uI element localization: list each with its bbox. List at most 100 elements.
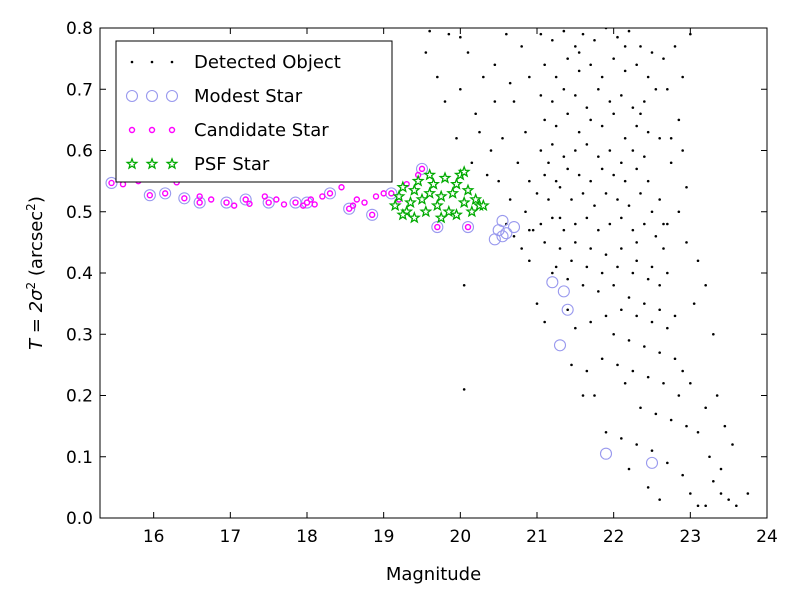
detected-object-point [474,112,477,116]
detected-object-point [581,32,585,36]
y-tick-label: 0.4 [66,264,93,284]
x-tick-label: 21 [526,527,548,547]
detected-object-point [727,498,730,501]
detected-object-point [585,143,589,146]
psf-star-point [449,177,464,190]
detected-object-point [685,185,688,189]
candidate-star-point [464,223,472,231]
detected-object-point [623,136,627,140]
series-detected-object [424,28,750,508]
modest-star-point [385,187,398,200]
candidate-star-point [242,196,249,203]
detected-object-point [616,35,619,39]
axis-ticks: 16 17 18 19 20 21 22 23 24 0.0 0.1 0.2 0.3 0.4 0.5 0.6 0… [66,19,778,547]
detected-object-point [562,155,566,158]
candidate-star-point [181,195,188,202]
detected-object-point [620,94,623,97]
detected-object-point [712,479,715,483]
detected-object-point [604,192,608,195]
legend-label-psf-star: PSF Star [194,154,270,175]
detected-object-point [646,277,650,281]
detected-object-point [658,308,661,312]
legend-item-candidate-star: Candidate Star [128,120,329,141]
detected-object-point [581,394,585,397]
modest-star-point [599,447,613,460]
detected-object-point [604,253,608,256]
detected-object-point [551,143,554,146]
detected-object-point [689,32,692,36]
detected-object-point [631,369,635,373]
detected-object-point [558,216,562,220]
detected-object-point [528,75,531,79]
detected-object-point [551,100,554,103]
modest-star-point [289,196,302,209]
psf-star-point [423,186,437,199]
detected-object-point [623,45,627,48]
detected-object-point [635,241,638,244]
candidate-star-point [361,199,368,206]
detected-object-point [597,155,600,158]
candidate-star-point [196,199,203,206]
detected-object-point [589,179,592,183]
detected-object-point [589,118,592,122]
detected-object-point [585,369,589,373]
modest-star-point [546,276,559,289]
candidate-star-point [108,179,115,187]
psf-star-point [461,183,475,196]
legend-item-detected-object: Detected Object [130,52,341,73]
modest-star-point [178,192,191,205]
detected-object-point [597,228,600,232]
detected-object-point [666,326,669,330]
detected-object-point [528,179,531,183]
detected-object-point [524,130,527,134]
detected-object-point [574,241,577,244]
detected-object-point [593,204,596,207]
detected-object-point [635,443,638,446]
detected-object-point [535,302,539,305]
candidate-star-point [273,196,280,203]
modest-star-point [645,456,659,469]
detected-object-point [612,112,615,116]
candidate-star-point [418,165,426,173]
legend-marker-modest-star [165,89,179,103]
legend-label-candidate-star: Candidate Star [194,120,329,141]
detected-object-point [612,173,615,177]
detected-object-point [597,87,600,91]
detected-object-point [677,210,681,214]
detected-object-point [612,283,615,287]
detected-object-point [673,45,677,48]
legend-marker-detected-object [170,60,174,64]
plot-frame [99,27,768,519]
detected-object-point [631,271,635,275]
detected-object-point [604,430,608,434]
detected-object-point [554,75,558,79]
detected-object-point [696,504,700,508]
candidate-star-point [299,202,307,209]
psf-star-point [392,189,406,202]
legend-marker-psf-star [145,157,159,170]
modest-star-point [500,227,513,240]
candidate-star-point [196,193,203,200]
x-tick-label: 19 [373,527,395,547]
detected-object-point [643,155,646,158]
psf-star-point [403,195,418,209]
y-axis-label-prefix: T = 2σ [26,289,47,350]
detected-object-point [635,124,638,128]
y-tick-label: 0.6 [66,142,93,162]
detected-object-point [608,100,612,103]
detected-object-point [650,320,654,324]
legend-box [115,40,393,183]
legend-marker-psf-star [165,157,179,170]
y-axis-label-exp1: 2 [24,282,38,290]
detected-object-point [704,283,707,287]
detected-object-point [574,94,577,97]
y-tick-label: 0.2 [66,387,93,407]
detected-object-point [673,314,677,318]
detected-object-point [631,149,635,152]
detected-object-point [689,381,692,385]
detected-object-point [685,241,688,244]
detected-object-point [566,112,569,116]
detected-object-point [539,222,543,226]
psf-star-point [457,165,471,178]
